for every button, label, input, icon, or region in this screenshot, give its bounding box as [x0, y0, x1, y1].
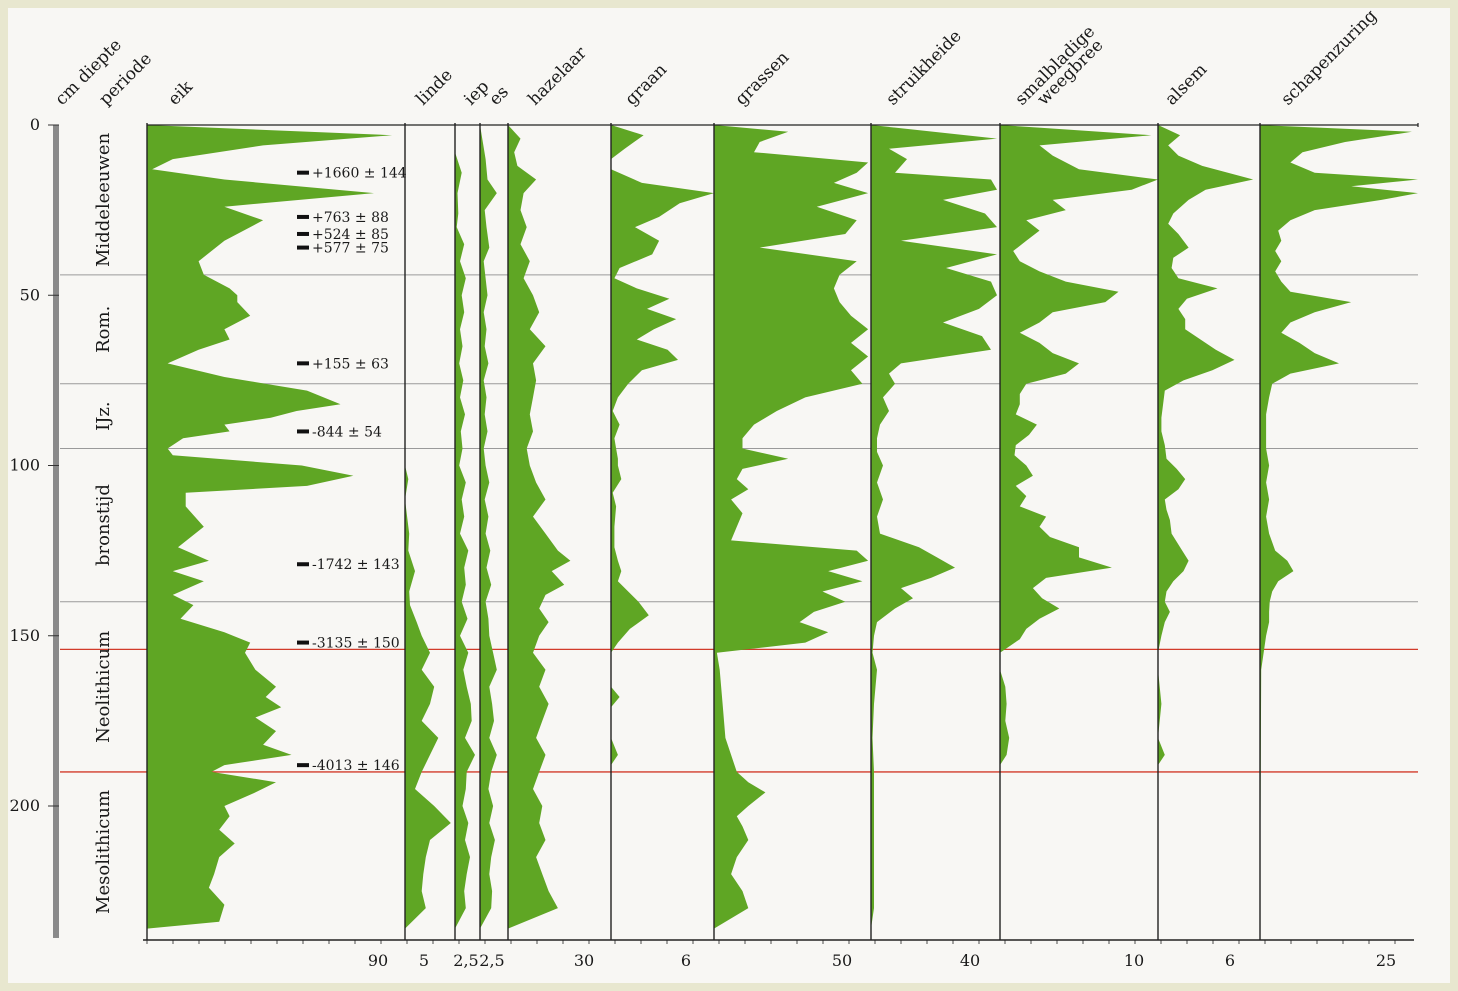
- series-area-schapenzuring: [1260, 125, 1418, 929]
- date-label: -3135 ± 150: [312, 636, 400, 652]
- scale-label-schapenzuring: 25: [1376, 951, 1396, 970]
- depth-axis-bar: [53, 125, 59, 938]
- series-header-schapenzuring: schapenzuring: [1277, 8, 1381, 110]
- series-header-linde: linde: [412, 65, 456, 109]
- date-marker: [297, 214, 309, 219]
- scale-label-linde: 5: [419, 951, 429, 970]
- series-header-graan: graan: [621, 60, 671, 110]
- date-marker: [297, 170, 309, 175]
- depth-tick-label: 150: [9, 626, 40, 645]
- date-label: +1660 ± 144: [312, 166, 407, 182]
- scale-label-graan: 6: [681, 951, 691, 970]
- date-label: +763 ± 88: [312, 210, 389, 226]
- period-name: Mesolithicum: [93, 790, 114, 914]
- series-area-graan: [611, 125, 714, 929]
- date-marker: [297, 562, 309, 567]
- series-header-grassen: grassen: [731, 48, 793, 110]
- date-marker: [297, 361, 309, 366]
- date-marker: [297, 245, 309, 250]
- period-name: Neolithicum: [93, 631, 114, 743]
- series-area-hazelaar: [508, 125, 571, 929]
- date-marker: [297, 763, 309, 768]
- series-area-struikheide: [871, 125, 997, 929]
- series-area-grassen: [714, 125, 869, 929]
- series-area-es: [480, 125, 497, 929]
- date-label: -844 ± 54: [312, 424, 382, 440]
- date-marker: [297, 640, 309, 645]
- pollen-diagram: 90 5 2,5 2,5 30 6 50 40 10 6 25 eik linde iep es hazela…: [8, 6, 1450, 983]
- period-name: IJz.: [93, 401, 114, 431]
- series-header-alsem: alsem: [1161, 60, 1211, 110]
- depth-tick-label: 100: [9, 456, 40, 475]
- depth-tick-label: 0: [30, 115, 40, 134]
- series-area-iep: [455, 125, 475, 929]
- date-label: +155 ± 63: [312, 356, 389, 372]
- date-label: +524 ± 85: [312, 227, 389, 243]
- date-label: -4013 ± 146: [312, 758, 400, 774]
- scale-label-alsem: 6: [1225, 951, 1235, 970]
- scale-label-grassen: 50: [832, 951, 852, 970]
- scale-label-smalbladige-weegbree: 10: [1124, 951, 1144, 970]
- scale-label-struikheide: 40: [960, 951, 980, 970]
- depth-tick-label: 50: [20, 285, 40, 304]
- scale-label-es: 2,5: [479, 951, 504, 970]
- period-name: Rom.: [93, 306, 114, 353]
- scale-label-hazelaar: 30: [574, 951, 594, 970]
- date-label: +577 ± 75: [312, 241, 389, 257]
- series-area-alsem: [1158, 125, 1254, 929]
- date-marker: [297, 429, 309, 434]
- date-marker: [297, 231, 309, 236]
- series-header-es: es: [485, 82, 512, 109]
- scale-label-iep: 2,5: [453, 951, 478, 970]
- period-name: bronstijd: [93, 484, 114, 566]
- period-name: Middeleeuwen: [93, 132, 114, 267]
- series-area-linde: [405, 125, 451, 929]
- scale-label-eik: 90: [368, 951, 388, 970]
- depth-tick-label: 200: [9, 796, 40, 815]
- series-area-smalbladige-weegbree: [1000, 125, 1158, 929]
- series-area-eik: [147, 125, 393, 929]
- series-header-eik: eik: [164, 77, 197, 110]
- series-header-hazelaar: hazelaar: [524, 42, 591, 109]
- series-header-struikheide: struikheide: [882, 26, 965, 109]
- date-label: -1742 ± 143: [312, 557, 400, 573]
